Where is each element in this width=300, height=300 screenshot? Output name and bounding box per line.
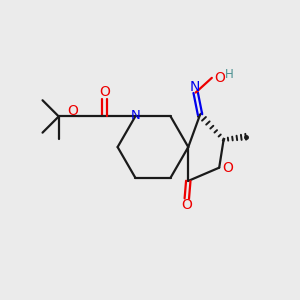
Text: N: N — [131, 110, 140, 122]
Text: O: O — [68, 104, 78, 118]
Text: N: N — [190, 80, 200, 94]
Text: O: O — [214, 71, 225, 85]
Text: H: H — [224, 68, 233, 81]
Text: O: O — [181, 198, 192, 212]
Text: O: O — [99, 85, 110, 99]
Text: O: O — [222, 161, 233, 175]
